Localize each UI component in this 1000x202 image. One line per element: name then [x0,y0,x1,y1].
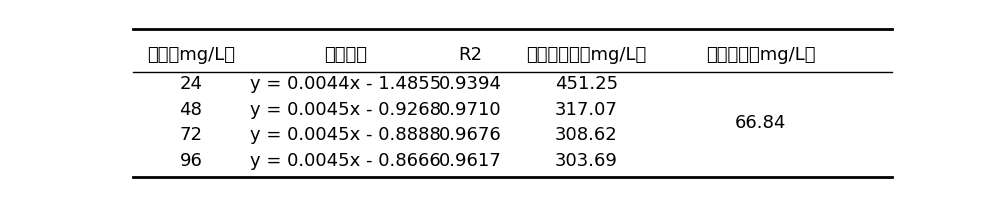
Text: 安全浓度（mg/L）: 安全浓度（mg/L） [706,46,815,64]
Text: 303.69: 303.69 [555,152,618,170]
Text: 48: 48 [179,101,202,119]
Text: 308.62: 308.62 [555,126,618,144]
Text: R2: R2 [458,46,482,64]
Text: 0.9710: 0.9710 [439,101,501,119]
Text: 451.25: 451.25 [555,75,618,93]
Text: 时间（mg/L）: 时间（mg/L） [147,46,235,64]
Text: 96: 96 [179,152,202,170]
Text: 72: 72 [179,126,202,144]
Text: 0.9676: 0.9676 [438,126,501,144]
Text: y = 0.0045x - 0.9268: y = 0.0045x - 0.9268 [250,101,441,119]
Text: 24: 24 [179,75,202,93]
Text: y = 0.0045x - 0.8888: y = 0.0045x - 0.8888 [250,126,441,144]
Text: 66.84: 66.84 [735,114,786,132]
Text: y = 0.0044x - 1.4855: y = 0.0044x - 1.4855 [250,75,442,93]
Text: 0.9617: 0.9617 [438,152,501,170]
Text: 回归方程: 回归方程 [324,46,367,64]
Text: 半致死浓度（mg/L）: 半致死浓度（mg/L） [526,46,646,64]
Text: y = 0.0045x - 0.8666: y = 0.0045x - 0.8666 [250,152,441,170]
Text: 317.07: 317.07 [555,101,618,119]
Text: 0.9394: 0.9394 [438,75,501,93]
